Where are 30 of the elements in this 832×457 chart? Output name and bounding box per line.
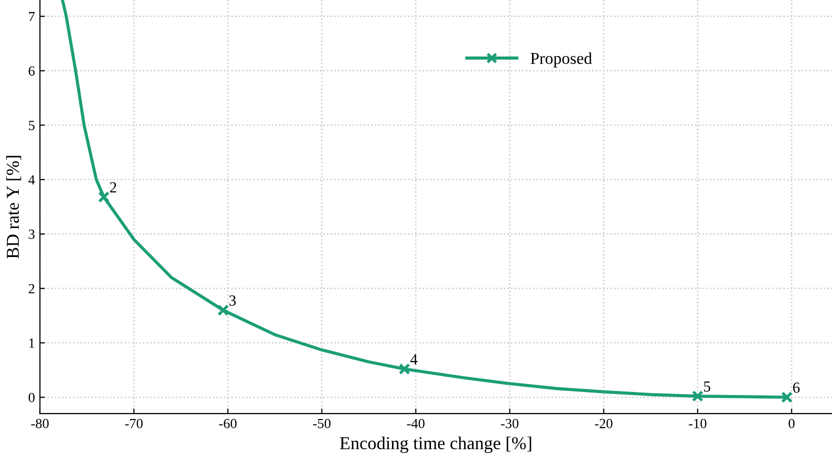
point	[98, 191, 110, 203]
y-tick-label: 7	[29, 12, 35, 22]
annotation: 2	[110, 182, 116, 192]
point	[692, 390, 704, 402]
x-tick-label: -30	[500, 418, 518, 428]
y-tick-label: 3	[28, 230, 35, 239]
y-tick-label: 2	[28, 284, 34, 294]
y-tick-label: 0	[28, 392, 35, 402]
x-tick-label: -70	[125, 418, 143, 428]
annotation: 5	[704, 382, 710, 392]
x-tick-label: -40	[407, 418, 424, 428]
x-tick-label: -50	[313, 418, 331, 428]
point	[781, 391, 793, 404]
y-tick-label: 1	[29, 338, 34, 348]
y-tick-label: 6	[28, 66, 35, 76]
legend-label: Proposed	[530, 52, 592, 68]
x-tick-label: -80	[31, 418, 49, 428]
x-tick-label: -60	[219, 418, 237, 428]
annotation: 4	[410, 354, 418, 364]
point	[217, 304, 229, 316]
y-tick-label: 4	[28, 175, 35, 184]
x-tick-label: 0	[788, 418, 795, 428]
x-axis-title: Encoding time change [%]	[340, 436, 532, 454]
annotation: 3	[229, 295, 236, 306]
annotation: 6	[793, 382, 800, 393]
point	[398, 363, 410, 375]
x-tick-label: -20	[594, 418, 612, 428]
y-axis-title: BD rate Y [%]	[6, 156, 22, 258]
y-tick-label: 5	[28, 120, 35, 130]
x-tick-label: -10	[688, 418, 706, 428]
